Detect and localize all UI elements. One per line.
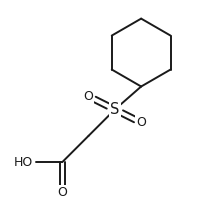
Text: O: O xyxy=(136,116,146,129)
Text: HO: HO xyxy=(13,155,32,169)
Text: O: O xyxy=(57,186,67,199)
Text: S: S xyxy=(110,102,120,117)
Text: O: O xyxy=(84,90,93,103)
